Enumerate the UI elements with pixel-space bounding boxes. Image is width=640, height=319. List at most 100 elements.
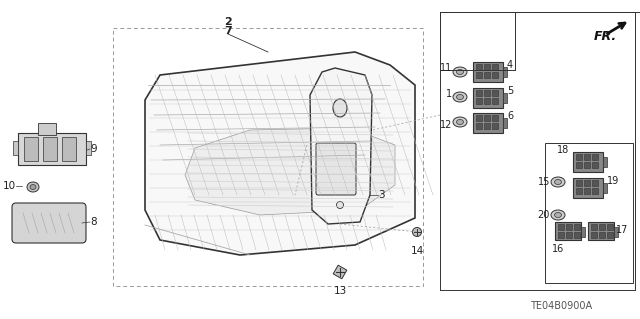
- Bar: [492, 64, 498, 70]
- Bar: [18, 133, 86, 165]
- Bar: [566, 232, 572, 238]
- Bar: [473, 113, 503, 133]
- Bar: [545, 143, 633, 283]
- Bar: [558, 232, 564, 238]
- Text: 9: 9: [90, 144, 97, 154]
- Bar: [592, 162, 598, 168]
- Bar: [591, 232, 597, 238]
- Bar: [492, 72, 498, 78]
- Bar: [614, 227, 618, 237]
- Text: 13: 13: [333, 286, 347, 296]
- Bar: [599, 232, 605, 238]
- Bar: [574, 224, 580, 230]
- Ellipse shape: [456, 120, 463, 124]
- Bar: [573, 178, 603, 198]
- Text: TE04B0900A: TE04B0900A: [530, 301, 592, 311]
- Ellipse shape: [30, 184, 36, 189]
- Bar: [492, 123, 498, 129]
- Bar: [592, 180, 598, 186]
- Bar: [574, 232, 580, 238]
- Text: 2: 2: [224, 17, 232, 27]
- Bar: [558, 224, 564, 230]
- Bar: [113, 28, 423, 286]
- Text: 19: 19: [607, 176, 620, 186]
- Bar: [484, 115, 490, 121]
- Ellipse shape: [554, 180, 561, 184]
- Text: 11: 11: [440, 63, 452, 73]
- Bar: [476, 98, 482, 104]
- Bar: [476, 90, 482, 96]
- Bar: [484, 64, 490, 70]
- Bar: [492, 90, 498, 96]
- Ellipse shape: [453, 92, 467, 102]
- Text: 17: 17: [616, 225, 628, 235]
- Bar: [503, 93, 507, 103]
- Bar: [492, 115, 498, 121]
- Text: FR.: FR.: [594, 31, 617, 43]
- Bar: [584, 162, 590, 168]
- Bar: [476, 72, 482, 78]
- Text: 20: 20: [538, 210, 550, 220]
- Bar: [24, 137, 38, 161]
- Ellipse shape: [453, 117, 467, 127]
- Bar: [62, 137, 76, 161]
- Bar: [476, 115, 482, 121]
- Polygon shape: [185, 128, 395, 215]
- Text: 7: 7: [224, 26, 232, 36]
- Bar: [43, 137, 57, 161]
- Text: 3: 3: [378, 190, 385, 200]
- Text: 4: 4: [507, 60, 513, 70]
- Bar: [591, 224, 597, 230]
- Ellipse shape: [551, 210, 565, 220]
- Bar: [588, 222, 614, 240]
- Bar: [473, 62, 503, 82]
- Bar: [584, 180, 590, 186]
- Bar: [584, 188, 590, 194]
- FancyBboxPatch shape: [316, 143, 356, 195]
- Bar: [38, 123, 56, 135]
- Ellipse shape: [554, 212, 561, 218]
- Bar: [484, 123, 490, 129]
- Bar: [573, 152, 603, 172]
- Text: 1: 1: [446, 89, 452, 99]
- Bar: [599, 224, 605, 230]
- Polygon shape: [145, 52, 415, 255]
- Ellipse shape: [413, 227, 422, 236]
- Bar: [592, 154, 598, 160]
- Text: 6: 6: [507, 111, 513, 121]
- Ellipse shape: [456, 94, 463, 100]
- Bar: [603, 157, 607, 167]
- Bar: [566, 224, 572, 230]
- Bar: [484, 90, 490, 96]
- Ellipse shape: [333, 99, 347, 117]
- Ellipse shape: [453, 67, 467, 77]
- Polygon shape: [310, 68, 372, 224]
- Text: 15: 15: [538, 177, 550, 187]
- Bar: [473, 88, 503, 108]
- Bar: [484, 98, 490, 104]
- Bar: [576, 180, 582, 186]
- Text: 12: 12: [440, 120, 452, 130]
- Ellipse shape: [27, 182, 39, 192]
- Bar: [607, 232, 613, 238]
- FancyBboxPatch shape: [12, 203, 86, 243]
- Bar: [476, 123, 482, 129]
- Ellipse shape: [337, 202, 344, 209]
- Bar: [607, 224, 613, 230]
- Bar: [581, 227, 585, 237]
- Bar: [576, 162, 582, 168]
- Bar: [584, 154, 590, 160]
- Bar: [576, 154, 582, 160]
- Bar: [503, 67, 507, 77]
- Text: 8: 8: [90, 217, 97, 227]
- Text: 5: 5: [507, 86, 513, 96]
- Bar: [333, 265, 347, 279]
- Bar: [492, 98, 498, 104]
- Bar: [555, 222, 581, 240]
- Bar: [86, 141, 91, 155]
- Bar: [503, 118, 507, 128]
- Bar: [576, 188, 582, 194]
- Bar: [603, 183, 607, 193]
- Ellipse shape: [551, 177, 565, 187]
- Bar: [476, 64, 482, 70]
